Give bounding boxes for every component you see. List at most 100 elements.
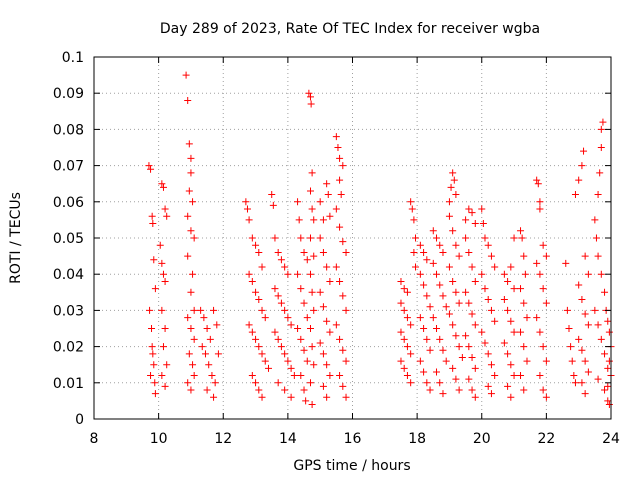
data-point bbox=[571, 191, 579, 199]
data-point bbox=[161, 205, 169, 213]
data-point bbox=[597, 125, 605, 133]
data-point bbox=[458, 353, 466, 361]
data-point bbox=[416, 314, 424, 322]
data-point bbox=[258, 393, 266, 401]
data-point bbox=[471, 321, 479, 329]
data-point bbox=[400, 335, 408, 343]
data-point bbox=[187, 169, 195, 177]
y-tick-label: 0.04 bbox=[53, 267, 84, 283]
data-point bbox=[465, 299, 473, 307]
data-point bbox=[605, 357, 613, 365]
data-point bbox=[274, 379, 282, 387]
data-point bbox=[163, 361, 171, 369]
data-point bbox=[520, 386, 528, 394]
data-point bbox=[303, 314, 311, 322]
data-point bbox=[326, 212, 334, 220]
data-point bbox=[184, 314, 192, 322]
data-point bbox=[449, 321, 457, 329]
data-point bbox=[161, 277, 169, 285]
data-point bbox=[471, 277, 479, 285]
data-point bbox=[214, 350, 222, 358]
data-point bbox=[294, 325, 302, 332]
data-point bbox=[591, 306, 599, 314]
data-point bbox=[334, 144, 342, 151]
data-point bbox=[536, 270, 544, 278]
data-point bbox=[294, 270, 302, 278]
data-point bbox=[504, 277, 512, 285]
data-point bbox=[403, 314, 411, 322]
data-point bbox=[158, 259, 166, 267]
data-point bbox=[426, 386, 434, 394]
data-point bbox=[336, 176, 344, 184]
data-point bbox=[294, 198, 302, 206]
data-point bbox=[599, 118, 607, 126]
data-point bbox=[274, 335, 282, 343]
data-point bbox=[187, 325, 195, 332]
data-point bbox=[584, 321, 592, 329]
data-point bbox=[187, 288, 195, 296]
data-point bbox=[158, 180, 166, 188]
data-point bbox=[308, 343, 316, 351]
data-point bbox=[452, 332, 460, 340]
data-point bbox=[491, 372, 499, 380]
data-point bbox=[248, 277, 256, 285]
data-point bbox=[400, 306, 408, 314]
data-point bbox=[261, 314, 269, 322]
data-point bbox=[324, 191, 332, 199]
data-point bbox=[287, 393, 295, 401]
data-point bbox=[339, 346, 347, 354]
data-point bbox=[449, 169, 457, 177]
data-point bbox=[284, 314, 292, 322]
data-point bbox=[594, 321, 602, 329]
data-point bbox=[517, 328, 525, 336]
data-point bbox=[562, 259, 570, 267]
data-point bbox=[308, 169, 316, 177]
data-point bbox=[287, 364, 295, 372]
data-point bbox=[436, 379, 444, 387]
data-point bbox=[295, 216, 303, 224]
data-point bbox=[471, 220, 479, 228]
data-point bbox=[190, 306, 198, 314]
y-axis-label: ROTI / TECUs bbox=[8, 192, 24, 284]
data-point bbox=[539, 386, 547, 394]
data-point bbox=[308, 205, 316, 213]
data-point bbox=[510, 234, 518, 242]
data-point bbox=[542, 393, 550, 401]
data-point bbox=[601, 386, 609, 394]
data-point bbox=[465, 343, 473, 351]
data-point bbox=[439, 390, 447, 398]
data-point bbox=[410, 216, 418, 224]
data-point bbox=[442, 303, 450, 311]
data-point bbox=[580, 147, 588, 155]
data-point bbox=[484, 241, 492, 249]
data-point bbox=[316, 198, 324, 206]
data-point bbox=[484, 296, 492, 304]
data-point bbox=[306, 187, 314, 195]
data-point bbox=[323, 361, 331, 369]
data-point bbox=[594, 191, 602, 199]
data-point bbox=[581, 357, 589, 365]
data-points bbox=[145, 71, 615, 409]
x-tick-label: 18 bbox=[408, 431, 426, 447]
data-point bbox=[303, 357, 311, 365]
data-point bbox=[452, 288, 460, 296]
data-point bbox=[306, 379, 314, 387]
data-point bbox=[252, 379, 260, 387]
data-point bbox=[323, 317, 331, 325]
data-point bbox=[510, 328, 518, 336]
data-point bbox=[542, 252, 550, 260]
data-point bbox=[517, 285, 525, 293]
data-point bbox=[252, 241, 260, 249]
data-point bbox=[500, 339, 508, 347]
data-point bbox=[504, 350, 512, 358]
data-point bbox=[507, 361, 515, 369]
chart-title: Day 289 of 2023, Rate Of TEC Index for r… bbox=[160, 21, 540, 37]
data-point bbox=[536, 328, 544, 336]
data-point bbox=[148, 325, 156, 332]
data-point bbox=[445, 198, 453, 206]
data-point bbox=[271, 285, 279, 293]
data-point bbox=[206, 335, 214, 343]
data-point bbox=[408, 205, 416, 213]
data-point bbox=[205, 361, 213, 369]
data-point bbox=[533, 259, 541, 267]
